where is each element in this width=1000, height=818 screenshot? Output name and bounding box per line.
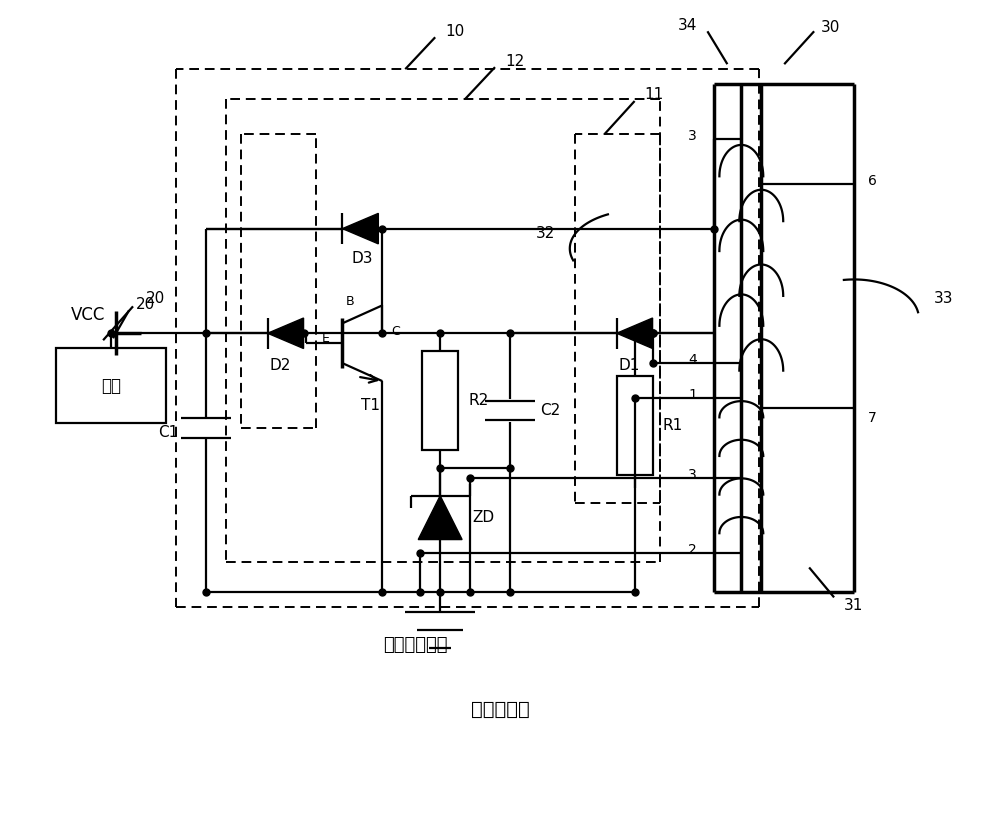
- Polygon shape: [342, 213, 378, 244]
- Bar: [56, 348, 166, 423]
- Text: VCC: VCC: [71, 306, 106, 324]
- Text: 11: 11: [645, 87, 664, 101]
- Text: 20: 20: [146, 291, 165, 306]
- Text: 34: 34: [678, 18, 697, 33]
- Text: T1: T1: [361, 398, 380, 412]
- Text: E: E: [322, 332, 329, 344]
- Text: C: C: [391, 325, 400, 338]
- Text: 3: 3: [688, 129, 697, 143]
- Text: D3: D3: [352, 251, 373, 266]
- Text: 3: 3: [688, 468, 697, 482]
- Text: 7: 7: [868, 411, 876, 425]
- Text: 4: 4: [688, 353, 697, 367]
- Text: 变压器电路: 变压器电路: [471, 699, 529, 718]
- Bar: [617, 375, 653, 475]
- Text: 2: 2: [688, 542, 697, 556]
- Text: B: B: [346, 294, 355, 308]
- Text: 20: 20: [136, 297, 155, 312]
- Text: D1: D1: [619, 357, 640, 373]
- Text: 32: 32: [535, 226, 555, 241]
- Text: 31: 31: [844, 598, 863, 613]
- Text: R1: R1: [663, 418, 683, 433]
- Bar: [422, 351, 458, 451]
- Polygon shape: [418, 496, 462, 540]
- Text: 1: 1: [688, 388, 697, 402]
- Text: 33: 33: [934, 291, 953, 306]
- Polygon shape: [268, 318, 304, 348]
- Text: 辅助绕组电路: 辅助绕组电路: [383, 636, 447, 654]
- Text: 12: 12: [505, 54, 524, 69]
- Text: R2: R2: [468, 393, 488, 408]
- Text: 30: 30: [821, 20, 840, 35]
- Text: 10: 10: [445, 24, 464, 38]
- Text: 芯片: 芯片: [101, 376, 121, 394]
- Text: D2: D2: [270, 357, 291, 373]
- Polygon shape: [617, 318, 653, 348]
- Text: C1: C1: [158, 425, 178, 440]
- Text: ZD: ZD: [472, 510, 494, 525]
- Text: 6: 6: [868, 173, 876, 188]
- Text: C2: C2: [540, 403, 560, 418]
